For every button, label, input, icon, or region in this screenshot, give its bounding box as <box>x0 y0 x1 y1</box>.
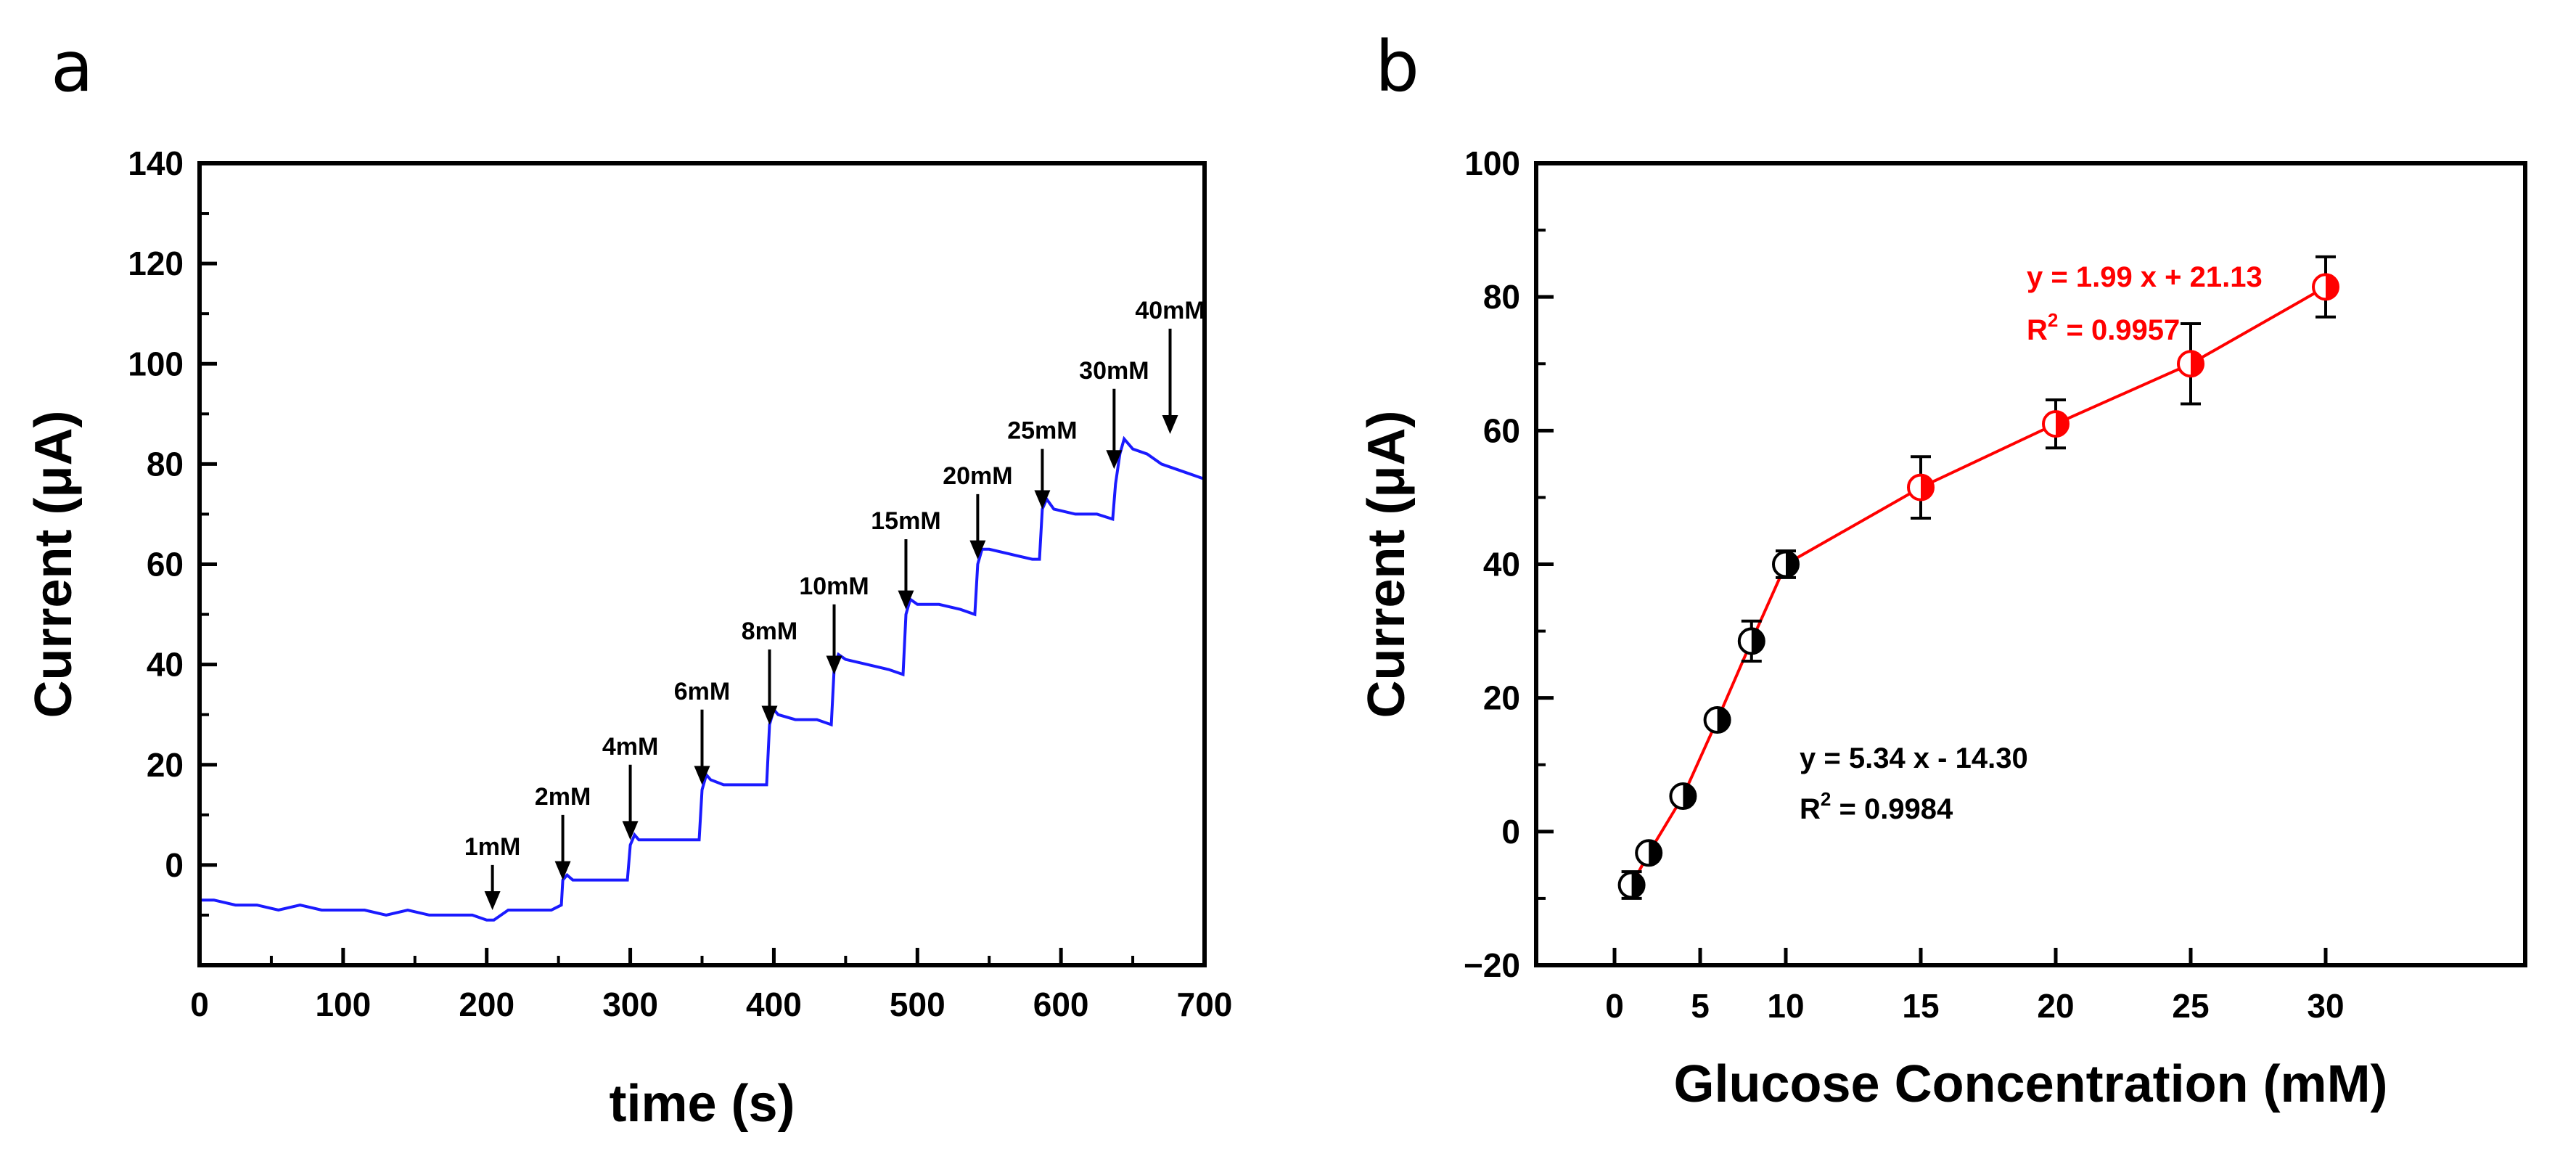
panel-b-x-tick-label: 30 <box>2307 987 2344 1025</box>
panel-b-data-point-half <box>2326 274 2338 300</box>
panel-a-arrow-head <box>1106 450 1123 470</box>
panel-a-x-tick-label: 100 <box>315 986 371 1023</box>
panel-b-x-tick-label: 20 <box>2037 987 2074 1025</box>
panel-a: a 0 100 200 300 400 500 600 700 0 20 40 60 80 100 120 1… <box>25 26 1232 1133</box>
panel-b-equation-low-range: y = 5.34 x - 14.30 <box>1800 742 2028 774</box>
panel-a-y-tick-label: 0 <box>165 846 184 884</box>
panel-a-arrow-head <box>554 861 571 880</box>
panel-b-data-point-half <box>1921 475 1933 500</box>
panel-a-label: a <box>51 26 94 107</box>
panel-b-error-bars <box>1621 255 2336 900</box>
panel-a-x-tick-label: 0 <box>190 986 209 1023</box>
panel-b-x-tick-label: 15 <box>1902 987 1939 1025</box>
panel-a-annotation-label: 30mM <box>1079 357 1149 385</box>
panel-a-x-tick-label: 500 <box>890 986 946 1023</box>
panel-a-y-axis-title: Current (μA) <box>25 410 83 718</box>
panel-a-annotation-label: 8mM <box>742 618 797 645</box>
panel-b-y-tick-label: 0 <box>1501 813 1520 851</box>
panel-b-data-point-half <box>1751 628 1764 654</box>
panel-a-ticks <box>197 161 1207 965</box>
panel-a-x-tick-label: 300 <box>602 986 658 1023</box>
panel-a-y-tick-label: 80 <box>147 445 184 483</box>
panel-a-y-tick-label: 40 <box>147 646 184 684</box>
panel-a-y-tick-label: 100 <box>128 345 184 382</box>
panel-b-equation-high-range: y = 1.99 x + 21.13 <box>2027 261 2263 293</box>
panel-a-annotation-label: 1mM <box>464 833 520 861</box>
panel-b-data-point-half <box>1683 784 1696 809</box>
panel-a-annotation-label: 10mM <box>799 573 869 600</box>
panel-b-x-tick-label: 25 <box>2172 987 2209 1025</box>
panel-b-y-tick-label: 60 <box>1483 411 1520 449</box>
panel-a-x-tick-label: 700 <box>1177 986 1233 1023</box>
panel-b-data-point-half <box>2056 411 2068 437</box>
panel-b-data-point-half <box>1786 552 1798 577</box>
panel-a-x-tick-label: 600 <box>1033 986 1089 1023</box>
panel-b-fit-lines <box>1630 285 2326 886</box>
panel-b-x-axis-title: Glucose Concentration (mM) <box>1673 1055 2387 1113</box>
panel-b-x-tick-label: 0 <box>1605 987 1624 1025</box>
panel-a-annotation-label: 15mM <box>871 507 940 535</box>
panel-b-y-tick-label: 20 <box>1483 679 1520 717</box>
panel-b-data-point-half <box>1717 708 1730 733</box>
panel-b-data-points <box>1617 273 2339 899</box>
panel-a-annotation-label: 4mM <box>602 733 658 761</box>
panel-a-arrow-head <box>761 705 778 725</box>
panel-a-x-axis-title: time (s) <box>609 1075 795 1133</box>
panel-b-r2-low-range: R2 = 0.9984 <box>1800 788 1953 825</box>
panel-b-data-point-half <box>1631 872 1644 898</box>
panel-b-y-tick-label: 40 <box>1483 546 1520 583</box>
panel-a-arrow-head <box>622 821 639 840</box>
panel-a-annotation-label: 20mM <box>943 462 1012 490</box>
panel-a-x-tick-label: 200 <box>459 986 514 1023</box>
panel-a-arrow-head <box>898 590 914 610</box>
panel-a-arrow-head <box>826 655 842 675</box>
panel-a-annotation-label: 25mM <box>1007 417 1077 445</box>
panel-b-label: b <box>1375 26 1419 107</box>
panel-b-y-tick-label: −20 <box>1464 946 1520 984</box>
panel-b-y-tick-label: 100 <box>1464 144 1520 182</box>
panel-b: b 0 5 10 15 20 25 30 −20 0 20 40 60 80 100 Glucose Co… <box>1358 26 2527 1113</box>
panel-a-arrow-head <box>1034 490 1051 509</box>
panel-b-connecting-line <box>1630 285 2326 886</box>
panel-a-plot-frame <box>197 161 1207 967</box>
panel-b-y-tick-label: 80 <box>1483 278 1520 316</box>
panel-b-x-tick-label: 5 <box>1691 987 1710 1025</box>
panel-b-r2-high-range: R2 = 0.9957 <box>2027 309 2180 346</box>
panel-a-y-tick-label: 20 <box>147 746 184 784</box>
panel-a-annotation-label: 2mM <box>535 783 591 811</box>
panel-a-x-tick-label: 400 <box>746 986 802 1023</box>
panel-b-tick-labels: 0 5 10 15 20 25 30 −20 0 20 40 60 80 100 <box>1464 144 2345 1025</box>
panel-a-current-trace <box>200 435 1205 922</box>
panel-a-y-tick-label: 120 <box>128 245 184 282</box>
panel-a-annotation-label: 40mM <box>1135 297 1205 324</box>
panel-b-x-tick-label: 10 <box>1767 987 1804 1025</box>
panel-a-y-tick-label: 140 <box>128 144 184 182</box>
panel-b-y-axis-title: Current (μA) <box>1358 410 1416 718</box>
panel-b-data-point-half <box>1649 840 1662 866</box>
panel-a-arrow-head <box>1162 414 1178 434</box>
panel-b-plot-frame <box>1534 161 2527 967</box>
panel-a-y-tick-label: 60 <box>147 546 184 583</box>
panel-a-annotation-label: 6mM <box>674 678 730 705</box>
panel-a-arrow-head <box>484 891 501 911</box>
panel-a-arrow-head <box>969 540 986 560</box>
panel-a-tick-labels: 0 100 200 300 400 500 600 700 0 20 40 60 80 100 120 140 <box>128 144 1232 1023</box>
panel-b-data-point-half <box>2191 351 2203 377</box>
panel-a-arrow-head <box>694 766 710 785</box>
